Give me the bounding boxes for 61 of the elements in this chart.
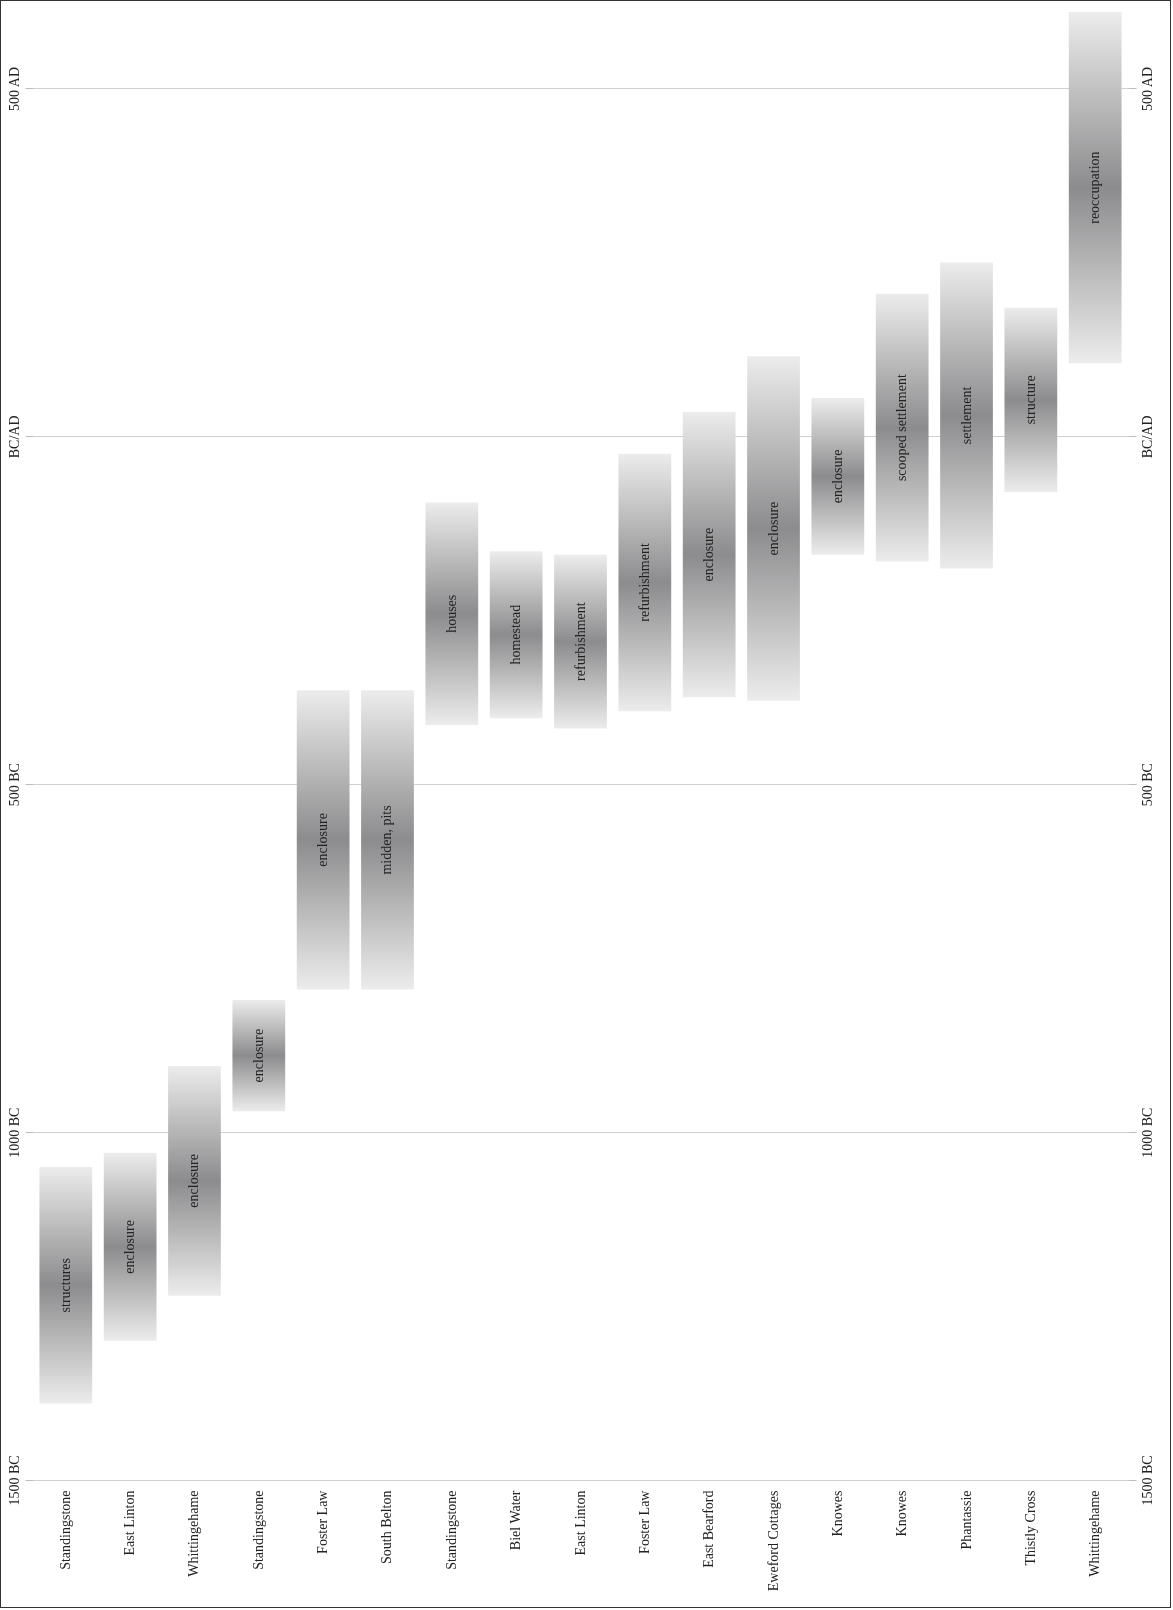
bar xyxy=(940,262,993,569)
y2-tick-label: BC/AD xyxy=(1139,415,1155,459)
bar xyxy=(554,554,607,729)
data-label: enclosure xyxy=(122,1220,138,1274)
bar xyxy=(618,453,672,712)
data-label: enclosure xyxy=(250,1028,266,1083)
bar xyxy=(296,690,350,990)
bar xyxy=(1004,307,1058,493)
data-label: settlement xyxy=(958,386,974,445)
bar xyxy=(232,999,286,1112)
data-label: refurbishment xyxy=(572,602,588,681)
bar xyxy=(425,502,479,726)
x-tick-label: Knowes xyxy=(829,1490,845,1537)
data-label: enclosure xyxy=(829,449,845,504)
bar xyxy=(103,1153,157,1341)
x-tick-label: Standingstone xyxy=(443,1490,459,1570)
y-tick-label: 1500 BC xyxy=(6,1455,22,1506)
data-label: structures xyxy=(57,1257,73,1313)
x-tick-label: Whittingehame xyxy=(1087,1490,1103,1577)
data-label: enclosure xyxy=(701,527,717,582)
bar xyxy=(747,356,800,701)
data-label: enclosure xyxy=(315,813,331,867)
x-tick-label: East Linton xyxy=(122,1490,138,1556)
y2-tick-label: 500 BC xyxy=(1139,763,1155,807)
data-label: midden, pits xyxy=(379,805,395,875)
x-tick-label: Foster Law xyxy=(636,1489,652,1554)
x-tick-label: Standingstone xyxy=(57,1490,73,1570)
y-tick-label: 500 BC xyxy=(6,763,22,807)
x-tick-label: South Belton xyxy=(379,1490,395,1565)
bar xyxy=(875,293,929,562)
x-tick-label: East Linton xyxy=(572,1490,588,1556)
x-tick-label: Knowes xyxy=(894,1490,910,1537)
data-label: enclosure xyxy=(186,1154,202,1208)
y-tick-label: 500 AD xyxy=(6,67,22,111)
y2-tick-label: 1500 BC xyxy=(1139,1455,1155,1506)
x-tick-label: Standingstone xyxy=(250,1490,266,1570)
x-tick-label: Biel Water xyxy=(508,1490,524,1551)
x-tick-label: Phantassie xyxy=(958,1490,974,1550)
y-tick-label: BC/AD xyxy=(6,415,22,459)
data-label: scooped settlement xyxy=(894,374,910,482)
y2-tick-label: 500 AD xyxy=(1139,67,1155,111)
data-label: refurbishment xyxy=(636,543,652,622)
x-tick-label: Foster Law xyxy=(315,1489,331,1554)
y-tick-label: 1000 BC xyxy=(6,1107,22,1158)
bar xyxy=(168,1066,221,1296)
bar xyxy=(39,1166,93,1404)
data-label: structure xyxy=(1022,375,1038,425)
x-tick-label: Thistly Cross xyxy=(1022,1490,1038,1566)
bar xyxy=(1068,11,1122,364)
data-label: houses xyxy=(443,594,459,633)
x-tick-label: Whittingehame xyxy=(186,1490,202,1577)
bar xyxy=(489,551,543,719)
bar xyxy=(811,398,865,555)
data-label: enclosure xyxy=(765,501,781,556)
x-tick-label: East Bearford xyxy=(701,1490,717,1568)
data-label: homestead xyxy=(508,604,524,665)
x-tick-label: Eweford Cottages xyxy=(765,1490,781,1592)
data-label: reoccupation xyxy=(1087,151,1103,224)
bar xyxy=(682,412,736,698)
y2-tick-label: 1000 BC xyxy=(1139,1107,1155,1158)
bar xyxy=(361,690,414,990)
